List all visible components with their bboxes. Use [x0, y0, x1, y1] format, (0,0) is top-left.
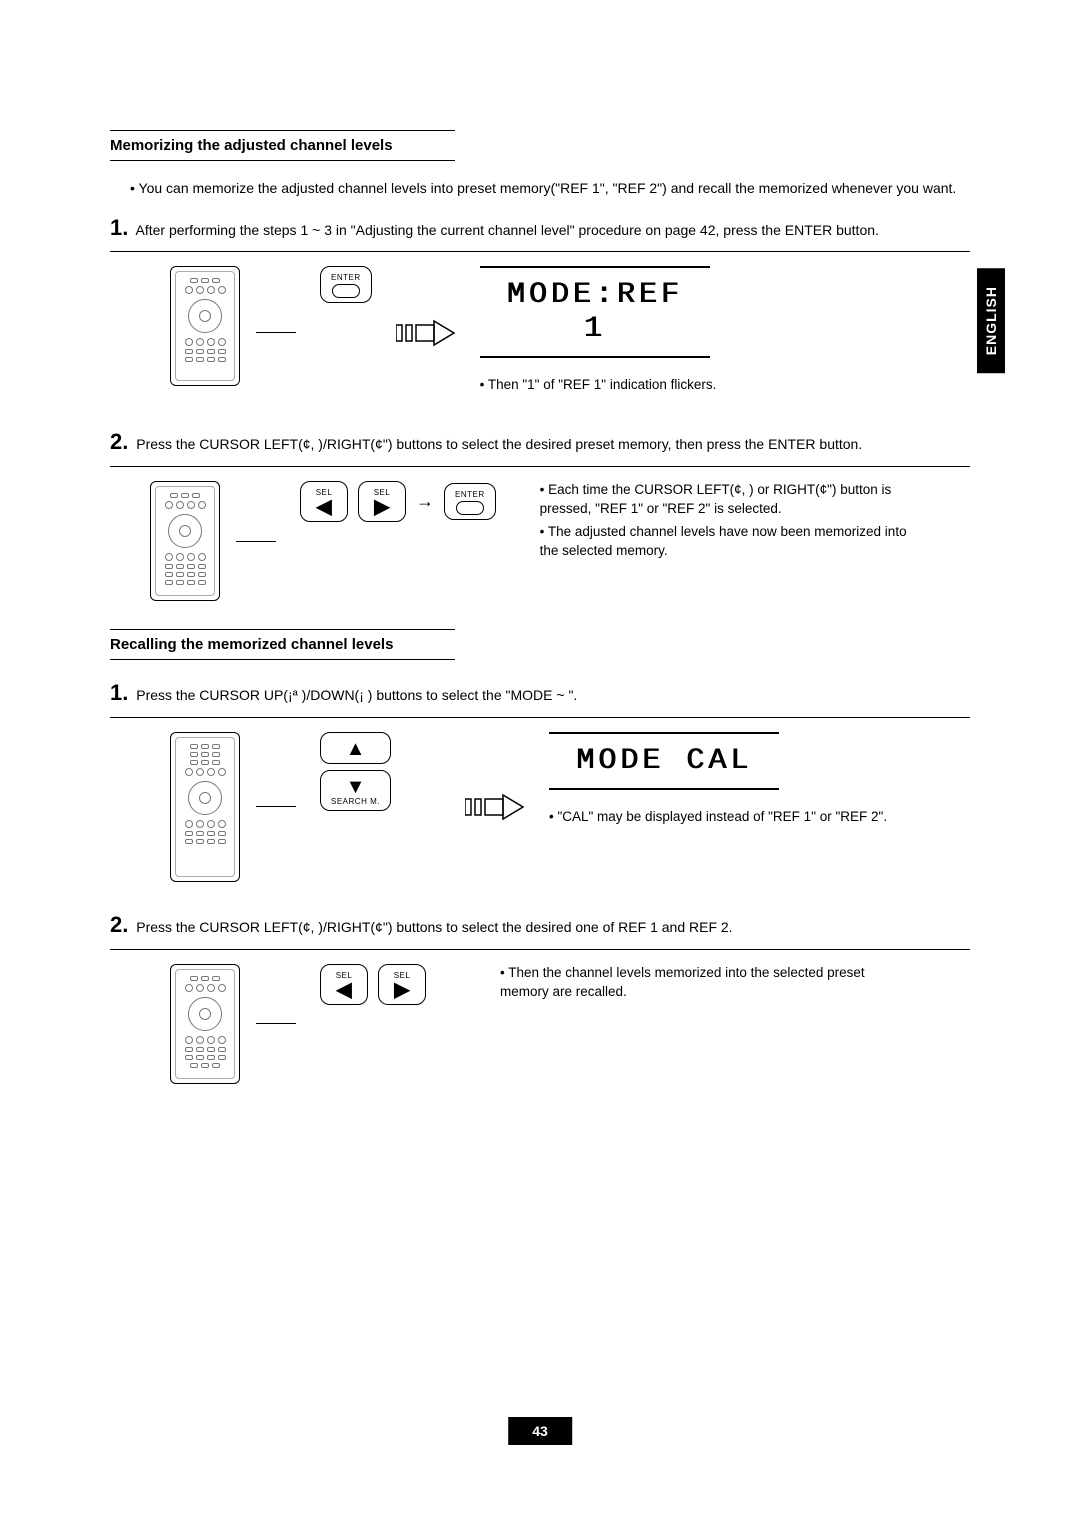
display-column: MODE CAL "CAL" may be displayed instead …	[549, 732, 887, 831]
callout-line	[236, 541, 276, 542]
figure-row-3: ▲ ▼ SEARCH M. MODE CAL "CAL" may be disp…	[170, 732, 970, 882]
step1-text: After performing the steps 1 ~ 3 in "Adj…	[135, 222, 878, 238]
note-text: "CAL" may be displayed instead of "REF 1…	[549, 808, 887, 827]
step2-text: Press the CURSOR LEFT(¢, )/RIGHT(¢") but…	[136, 436, 862, 452]
sel-left-button: SEL ◀	[320, 964, 368, 1005]
section1-step2: 2. Press the CURSOR LEFT(¢, )/RIGHT(¢") …	[110, 427, 970, 458]
flow-arrow-icon	[396, 315, 456, 351]
up-button-callout: ▲	[320, 732, 391, 764]
down-button-callout: ▼ SEARCH M.	[320, 770, 391, 811]
divider	[110, 466, 970, 467]
figure-row-4: SEL ◀ SEL ▶ Then the channel levels memo…	[170, 964, 970, 1084]
up-arrow-icon: ▲	[331, 739, 380, 759]
step-number: 1.	[110, 680, 128, 705]
remote-illustration	[170, 732, 240, 882]
note: Then "1" of "REF 1" indication flickers.	[480, 376, 717, 399]
button-flow: SEL ◀ SEL ▶ → ENTER	[300, 481, 496, 522]
display-text: MODE:REF 1	[488, 278, 702, 346]
button-flow: SEL ◀ SEL ▶	[320, 964, 426, 1005]
section1-intro: You can memorize the adjusted channel le…	[130, 179, 970, 199]
section2-step2: 2. Press the CURSOR LEFT(¢, )/RIGHT(¢") …	[110, 910, 970, 941]
enter-button-callout: ENTER	[320, 266, 372, 303]
note-text: Then "1" of "REF 1" indication flickers.	[480, 376, 717, 395]
section2-heading: Recalling the memorized channel levels	[110, 629, 455, 660]
enter-button-callout: ENTER	[444, 483, 496, 520]
notes: Then the channel levels memorized into t…	[500, 964, 870, 1006]
divider	[110, 949, 970, 950]
remote-illustration	[170, 266, 240, 386]
step-number: 1.	[110, 215, 128, 240]
remote-illustration	[150, 481, 220, 601]
left-arrow-icon: ◀	[311, 497, 337, 517]
enter-label: ENTER	[455, 490, 485, 499]
divider	[110, 251, 970, 252]
display-column: MODE:REF 1 Then "1" of "REF 1" indicatio…	[480, 266, 717, 399]
sel-right-button: SEL ▶	[378, 964, 426, 1005]
display-text: MODE CAL	[576, 744, 752, 778]
note: "CAL" may be displayed instead of "REF 1…	[549, 808, 887, 831]
step2-text: Press the CURSOR LEFT(¢, )/RIGHT(¢") but…	[136, 919, 732, 935]
remote-illustration	[170, 964, 240, 1084]
then-arrow-icon: →	[416, 491, 434, 512]
step-number: 2.	[110, 912, 128, 937]
lcd-display: MODE CAL	[549, 732, 779, 790]
callout-line	[256, 332, 296, 333]
right-arrow-icon: ▶	[389, 980, 415, 1000]
figure-row-1: ENTER MODE:REF 1 Then "1" of "REF 1" ind…	[170, 266, 970, 399]
search-label: SEARCH M.	[331, 797, 380, 806]
notes: Each time the CURSOR LEFT(¢, ) or RIGHT(…	[540, 481, 910, 565]
section2-step1: 1. Press the CURSOR UP(¡ª )/DOWN(¡ ) but…	[110, 678, 970, 709]
down-arrow-icon: ▼	[331, 777, 380, 797]
enter-label: ENTER	[331, 273, 361, 282]
section1-step1: 1. After performing the steps 1 ~ 3 in "…	[110, 213, 970, 244]
note-text: Then the channel levels memorized into t…	[500, 964, 870, 1002]
section1-heading: Memorizing the adjusted channel levels	[110, 130, 455, 161]
callout-line	[256, 806, 296, 807]
sel-right-button: SEL ▶	[358, 481, 406, 522]
flow-arrow-icon	[465, 789, 525, 825]
figure-row-2: SEL ◀ SEL ▶ → ENTER Each time the CURSOR…	[150, 481, 970, 601]
lcd-display: MODE:REF 1	[480, 266, 710, 358]
step1-text: Press the CURSOR UP(¡ª )/DOWN(¡ ) button…	[136, 687, 577, 703]
note-b: The adjusted channel levels have now bee…	[540, 523, 910, 561]
right-arrow-icon: ▶	[369, 497, 395, 517]
step-number: 2.	[110, 429, 128, 454]
callout-line	[256, 1023, 296, 1024]
page-number: 43	[508, 1417, 572, 1445]
left-arrow-icon: ◀	[331, 980, 357, 1000]
divider	[110, 717, 970, 718]
note-a: Each time the CURSOR LEFT(¢, ) or RIGHT(…	[540, 481, 910, 519]
page-content: Memorizing the adjusted channel levels Y…	[0, 0, 1080, 1084]
sel-left-button: SEL ◀	[300, 481, 348, 522]
